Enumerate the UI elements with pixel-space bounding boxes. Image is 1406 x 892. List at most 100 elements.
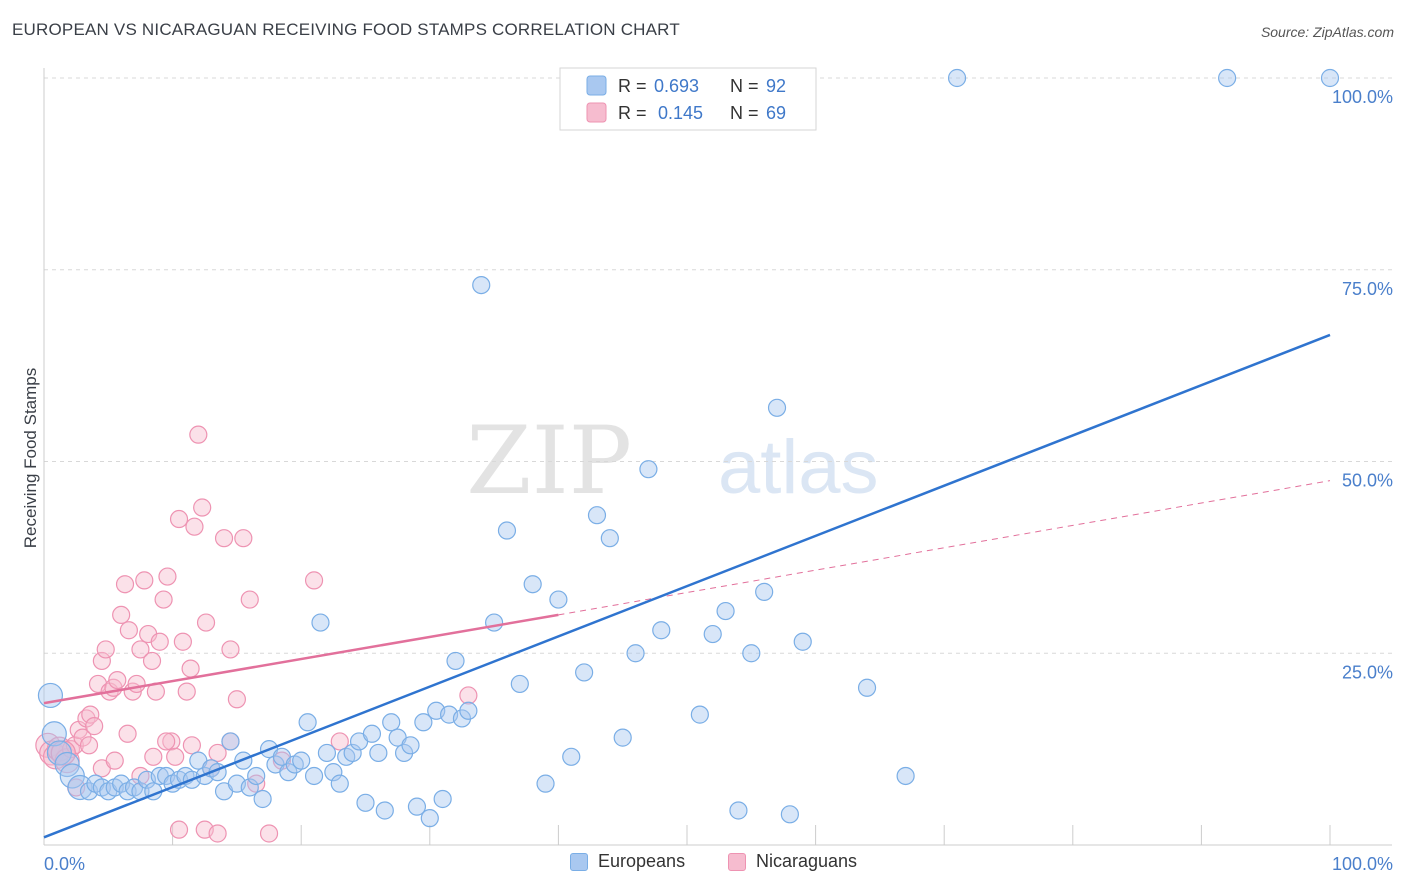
european-point-75 <box>587 506 607 525</box>
nicaraguan-point-12 <box>85 717 104 736</box>
nicaraguan-point-35 <box>173 632 192 651</box>
nicaraguan-trend-line <box>43 613 559 705</box>
nicaraguan-point-64 <box>259 824 279 843</box>
european-point-78 <box>626 644 645 663</box>
trend-lines <box>43 333 1331 839</box>
european-point-66 <box>472 275 491 295</box>
y-tick-label-50: 50.0% <box>1342 471 1393 491</box>
legend-item-europeans[interactable]: Europeans <box>570 851 685 872</box>
x-tick-label-0: 0.0% <box>44 854 85 874</box>
european-point-82 <box>703 624 722 644</box>
legend-item-nicaraguans[interactable]: Nicaraguans <box>728 851 857 872</box>
nicaraguan-point-36 <box>177 682 196 701</box>
nicaraguan-point-23 <box>127 674 146 694</box>
nicaraguan-point-20 <box>115 575 135 594</box>
european-point-59 <box>420 809 439 828</box>
chart-title: EUROPEAN VS NICARAGUAN RECEIVING FOOD ST… <box>12 20 680 39</box>
stats-legend-r-label-nicaraguans: R = <box>618 103 647 123</box>
european-point-61 <box>433 789 452 809</box>
european-point-40 <box>298 713 317 732</box>
nicaraguan-point-30 <box>154 590 173 609</box>
nicaraguan-point-27 <box>142 651 162 671</box>
european-point-69 <box>510 674 529 694</box>
nicaraguan-point-52 <box>79 736 99 755</box>
nicaraguan-point-41 <box>196 613 216 632</box>
european-point-85 <box>742 644 761 663</box>
nicaraguan-point-33 <box>166 747 185 766</box>
european-point-92 <box>947 68 967 88</box>
chart-source: Source: ZipAtlas.com <box>1260 24 1394 40</box>
nicaraguan-point-54 <box>105 751 124 770</box>
stats-legend-r-label-europeans: R = <box>618 76 647 96</box>
european-point-45 <box>330 774 349 793</box>
legend-swatch-nicaraguans <box>728 852 746 871</box>
watermark: ZIP atlas <box>466 407 878 516</box>
european-point-80 <box>652 621 671 640</box>
nicaraguan-point-21 <box>119 621 138 640</box>
european-trend-line <box>43 333 1331 839</box>
nicaraguan-point-66 <box>304 571 324 590</box>
european-point-31 <box>240 778 259 797</box>
nicaraguan-point-25 <box>135 571 154 590</box>
european-point-1 <box>41 721 67 747</box>
european-point-94 <box>1320 68 1340 88</box>
european-point-47 <box>343 743 362 763</box>
european-point-84 <box>729 801 748 820</box>
european-point-83 <box>716 601 735 621</box>
nicaraguan-point-68 <box>459 686 478 705</box>
y-tick-label-75: 75.0% <box>1342 279 1393 299</box>
european-point-52 <box>375 801 394 820</box>
stats-legend-swatch-nicaraguans <box>586 102 607 123</box>
european-point-67 <box>485 613 504 632</box>
watermark-atlas: atlas <box>718 425 879 510</box>
nicaraguan-point-48 <box>240 590 259 609</box>
stats-legend-n-label-nicaraguans: N = <box>730 103 759 123</box>
stats-legend-n-value-nicaraguans: 69 <box>766 103 786 123</box>
stats-legend-r-value-nicaraguans: 0.145 <box>658 103 703 123</box>
legend-label-europeans: Europeans <box>598 851 686 871</box>
nicaraguan-point-14 <box>92 651 111 671</box>
european-point-56 <box>401 736 420 755</box>
european-point-86 <box>755 582 774 601</box>
european-point-58 <box>414 713 433 732</box>
european-point-65 <box>459 701 478 720</box>
legend-swatch-europeans <box>570 852 588 871</box>
european-point-68 <box>497 521 517 540</box>
european-point-41 <box>304 766 324 786</box>
european-point-76 <box>600 529 619 548</box>
european-point-57 <box>407 797 427 816</box>
nicaraguan-point-15 <box>96 640 115 659</box>
european-point-50 <box>362 724 382 743</box>
stats-legend-r-value-europeans: 0.693 <box>654 76 699 96</box>
nicaraguan-point-31 <box>158 567 177 586</box>
european-point-88 <box>780 805 799 824</box>
nicaraguan-point-62 <box>208 824 227 843</box>
nicaraguan-point-47 <box>234 529 253 548</box>
european-point-71 <box>536 774 555 793</box>
nicaraguan-point-43 <box>208 743 227 763</box>
european-point-72 <box>549 590 568 609</box>
nicaraguan-point-24 <box>131 640 150 659</box>
european-point-5 <box>67 774 93 801</box>
y-tick-label-100: 100.0% <box>1332 87 1393 107</box>
european-point-42 <box>311 613 330 632</box>
nicaraguan-point-37 <box>181 659 200 678</box>
nicaraguan-point-60 <box>182 736 201 755</box>
european-point-90 <box>857 678 877 697</box>
y-tick-label-25: 25.0% <box>1342 662 1393 682</box>
stats-legend-n-value-europeans: 92 <box>766 76 786 96</box>
european-point-33 <box>253 789 272 809</box>
european-point-0 <box>37 682 64 709</box>
stats-legend-n-label-europeans: N = <box>730 76 759 96</box>
nicaraguan-point-45 <box>221 640 240 659</box>
nicaraguan-trend-extension <box>558 480 1331 616</box>
european-point-70 <box>523 575 542 594</box>
european-point-53 <box>382 713 401 732</box>
nicaraguan-point-38 <box>185 517 204 536</box>
european-point-49 <box>356 793 375 812</box>
nicaraguan-point-18 <box>108 670 127 690</box>
european-point-77 <box>613 728 632 747</box>
european-point-74 <box>575 663 594 682</box>
european-point-81 <box>690 705 709 724</box>
european-point-51 <box>369 743 388 763</box>
